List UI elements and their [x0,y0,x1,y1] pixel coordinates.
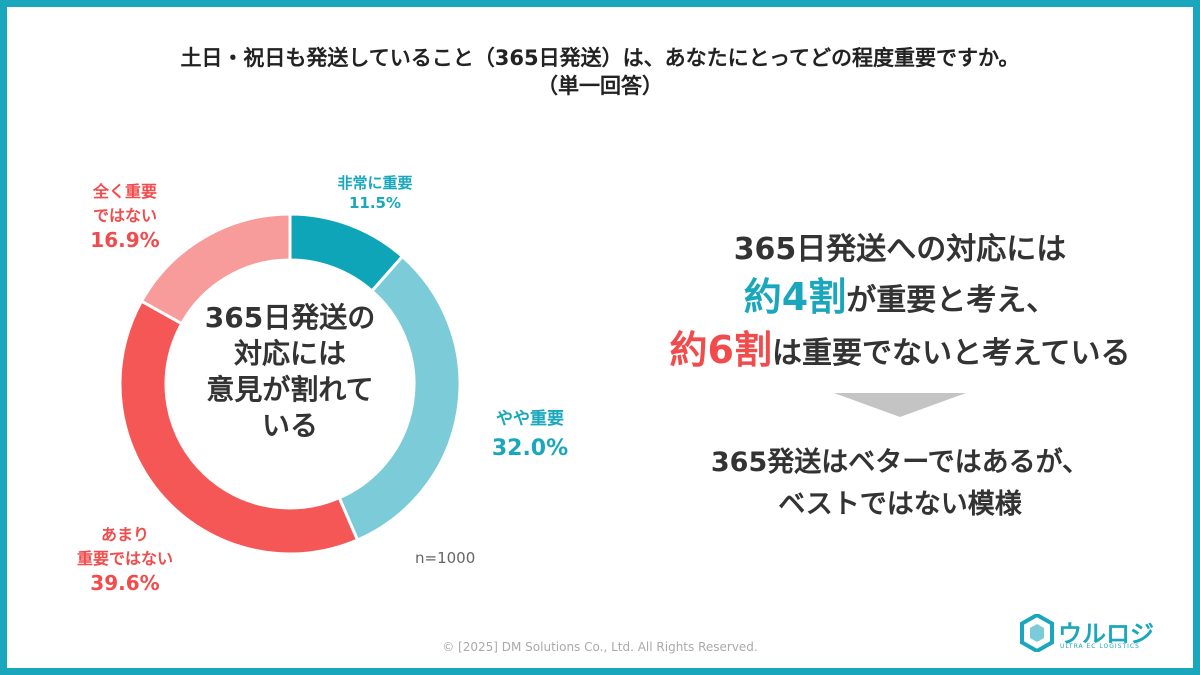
slice-not-at-all-important [139,212,292,326]
conclusion-line-2: ベストではない模様 [778,489,1022,520]
center-line-2: 対応には [233,337,346,370]
summary-line-3: 約6割は重要でないと考えている [620,319,1180,374]
logo-tagline: ULTRA EC LOGISTICS [1060,643,1140,650]
summary-line-1: 365日発送への対応には [733,232,1067,267]
label-very-important-name: 非常に重要 [337,174,413,192]
label-very-important: 非常に重要 11.5% [300,173,450,213]
label-somewhat-important: やや重要 32.0% [460,404,600,464]
down-arrow-icon [834,393,966,417]
center-line-1: 365日発送の [204,301,376,334]
slice-somewhat-important [337,254,462,542]
sample-size-note: n=1000 [415,549,476,567]
label-not-very-important: あまり 重要ではない 39.6% [40,523,210,595]
center-line-3: 意見が割れて [206,373,374,406]
summary-line-2-rest: が重要と考え、 [846,283,1057,318]
slice-not-very-important [118,299,360,556]
hexagon-logo-icon [1020,614,1054,652]
donut-slices [118,212,462,556]
title-line-2: （単一回答） [537,74,663,98]
label-very-important-value: 11.5% [348,194,402,212]
center-line-4: いる [261,409,318,442]
label-somewhat-important-value: 32.0% [491,436,569,461]
donut-center-text: 365日発送の 対応には 意見が割れて いる [160,300,420,444]
title-line-1: 土日・祝日も発送していること（365日発送）は、あなたにとってどの程度重要ですか… [180,46,1020,70]
conclusion-line-1: 365発送はベターではあるが、 [710,447,1090,478]
label-not-at-all-important-name-2: ではない [92,206,157,225]
logo-wordmark: ウルロジ [1058,620,1154,648]
label-not-very-important-value: 39.6% [90,571,160,595]
label-somewhat-important-name: やや重要 [496,409,564,429]
summary-emphasis-40: 約4割 [743,275,847,319]
chart-title: 土日・祝日も発送していること（365日発送）は、あなたにとってどの程度重要ですか… [0,44,1200,100]
label-not-at-all-important-name-1: 全く重要 [92,182,157,201]
label-not-very-important-name-2: 重要ではない [76,549,173,568]
label-not-very-important-name-1: あまり [100,525,149,544]
summary-line-2: 約4割が重要と考え、 [620,266,1180,321]
summary-line-3-rest: は重要でないと考えている [771,336,1131,371]
copyright-notice: © [2025] DM Solutions Co., Ltd. All Righ… [442,640,758,654]
summary-emphasis-60: 約6割 [669,328,772,372]
label-not-at-all-important-value: 16.9% [90,228,160,252]
company-logo: ウルロジ ULTRA EC LOGISTICS [1020,612,1180,656]
label-not-at-all-important: 全く重要 ではない 16.9% [55,180,195,252]
